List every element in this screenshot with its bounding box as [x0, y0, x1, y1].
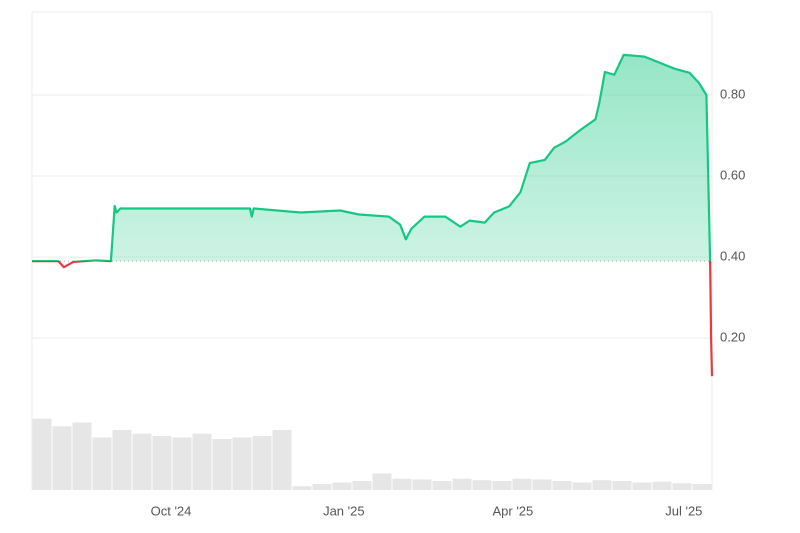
volume-bar — [652, 481, 672, 490]
volume-bar — [552, 481, 572, 490]
volume-bar — [252, 436, 272, 490]
x-tick-label: Jul '25 — [665, 503, 702, 518]
volume-bar — [472, 480, 492, 490]
y-tick-label: 0.20 — [720, 330, 745, 345]
y-tick-label: 0.80 — [720, 86, 745, 101]
volume-bar — [272, 430, 292, 490]
volume-bar — [352, 481, 372, 490]
volume-bar — [52, 426, 72, 490]
volume-bar — [632, 482, 652, 490]
volume-bar — [592, 480, 612, 490]
x-tick-label: Oct '24 — [151, 503, 192, 518]
y-tick-label: 0.40 — [720, 249, 745, 264]
volume-bar — [72, 422, 92, 490]
x-tick-label: Jan '25 — [323, 503, 365, 518]
volume-bar — [152, 436, 172, 490]
volume-bar — [112, 430, 132, 490]
volume-bar — [292, 486, 312, 490]
volume-bar — [92, 437, 112, 490]
volume-bar — [132, 433, 152, 490]
volume-bar — [572, 482, 592, 490]
volume-bar — [452, 478, 472, 490]
price-line — [32, 53, 714, 377]
volume-bar — [692, 484, 712, 490]
volume-bar — [492, 481, 512, 490]
volume-bar — [432, 481, 452, 490]
volume-bar — [32, 418, 52, 490]
volume-bar — [212, 439, 232, 490]
x-tick-label: Apr '25 — [492, 503, 533, 518]
volume-bar — [332, 482, 352, 490]
volume-bar — [372, 473, 392, 490]
volume-bar — [532, 479, 552, 490]
volume-bar — [392, 478, 412, 490]
volume-bar — [312, 484, 332, 490]
y-tick-label: 0.60 — [720, 167, 745, 182]
volume-bar — [172, 437, 192, 490]
volume-bar — [512, 478, 532, 490]
volume-bar — [672, 483, 692, 490]
volume-bar — [412, 479, 432, 490]
volume-bar — [232, 437, 252, 490]
volume-bar — [192, 433, 212, 490]
volume-bar — [612, 481, 632, 490]
